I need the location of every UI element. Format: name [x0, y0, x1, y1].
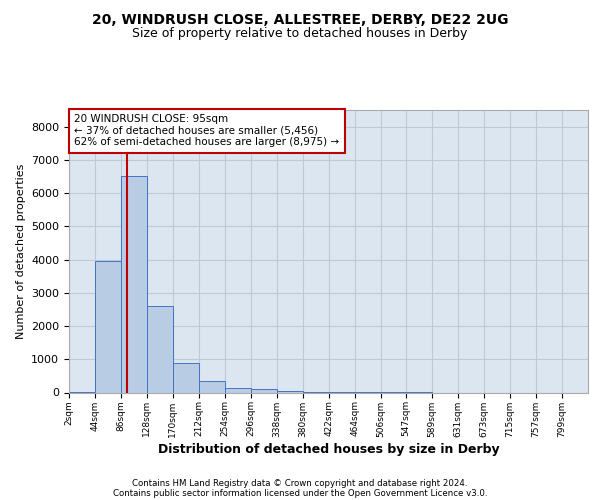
Bar: [147, 306, 173, 392]
X-axis label: Distribution of detached houses by size in Derby: Distribution of detached houses by size …: [158, 444, 499, 456]
Text: Contains HM Land Registry data © Crown copyright and database right 2024.: Contains HM Land Registry data © Crown c…: [132, 478, 468, 488]
Bar: [277, 391, 303, 392]
Text: Size of property relative to detached houses in Derby: Size of property relative to detached ho…: [133, 28, 467, 40]
Text: 20, WINDRUSH CLOSE, ALLESTREE, DERBY, DE22 2UG: 20, WINDRUSH CLOSE, ALLESTREE, DERBY, DE…: [92, 12, 508, 26]
Bar: [95, 261, 121, 392]
Bar: [199, 381, 225, 392]
Bar: [225, 388, 251, 392]
Y-axis label: Number of detached properties: Number of detached properties: [16, 164, 26, 339]
Text: 20 WINDRUSH CLOSE: 95sqm
← 37% of detached houses are smaller (5,456)
62% of sem: 20 WINDRUSH CLOSE: 95sqm ← 37% of detach…: [74, 114, 340, 148]
Bar: [121, 176, 147, 392]
Bar: [173, 362, 199, 392]
Bar: [251, 389, 277, 392]
Text: Contains public sector information licensed under the Open Government Licence v3: Contains public sector information licen…: [113, 488, 487, 498]
